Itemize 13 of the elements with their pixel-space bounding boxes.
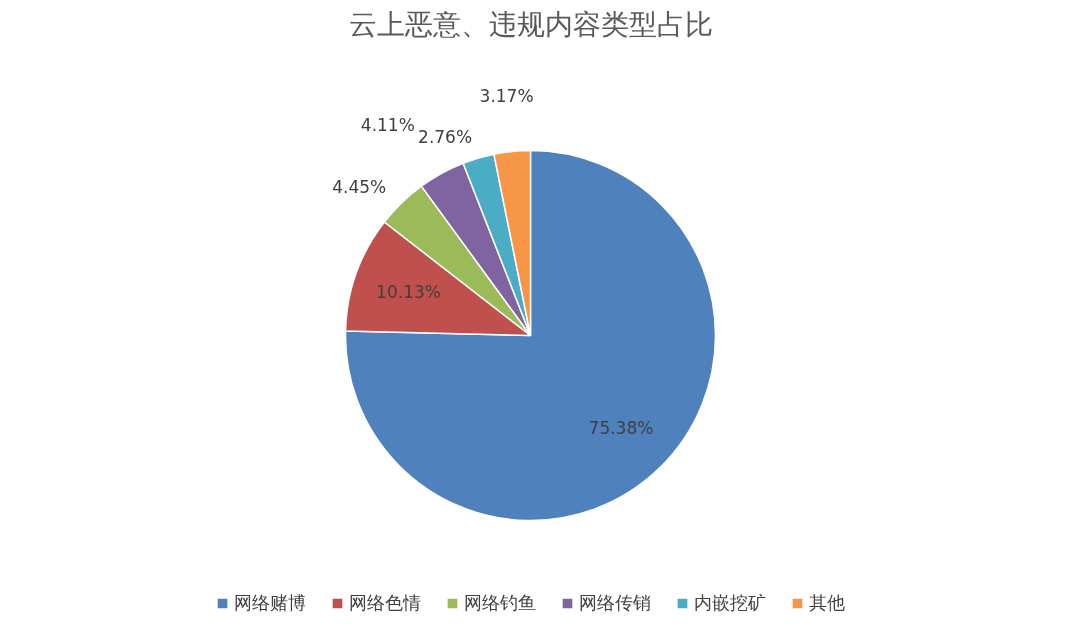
legend-label: 内嵌挖矿 — [694, 591, 766, 615]
legend-label: 网络钓鱼 — [464, 591, 536, 615]
legend-label: 网络色情 — [349, 591, 421, 615]
legend-label: 网络传销 — [579, 591, 651, 615]
data-label: 4.45% — [332, 176, 387, 197]
data-label: 2.76% — [418, 126, 473, 147]
chart-title: 云上恶意、违规内容类型占比 — [348, 7, 713, 41]
legend-label: 网络赌博 — [234, 591, 306, 615]
data-label: 75.38% — [588, 418, 654, 439]
data-label: 10.13% — [376, 282, 441, 303]
data-label: 3.17% — [479, 86, 534, 107]
legend-label: 其他 — [809, 591, 845, 615]
data-label: 4.11% — [360, 114, 415, 135]
